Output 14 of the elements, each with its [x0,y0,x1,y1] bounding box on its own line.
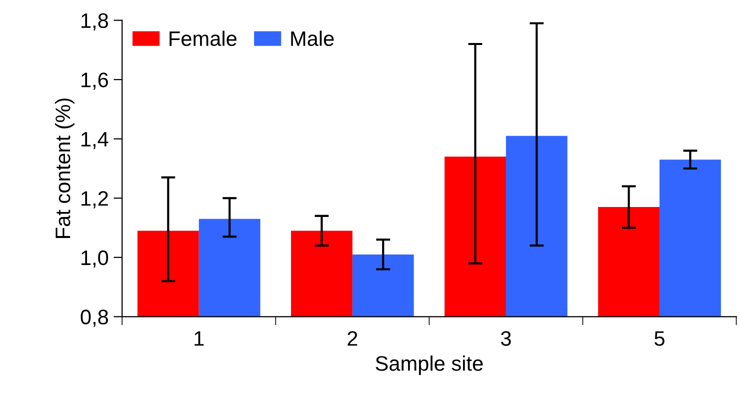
y-tick-label: 1,0 [82,250,108,268]
legend-label: Female [170,30,236,46]
x-axis-title: Sample site [376,356,483,375]
y-tick-label: 1,2 [82,191,108,208]
x-tick-label: 3 [500,331,511,346]
x-tick-label: 2 [348,331,358,346]
x-tick-label: 1 [194,331,204,346]
y-axis-title: Fat content (%) [54,98,74,238]
y-tick-label: 1,8 [82,13,108,31]
y-tick-label: 0,8 [80,310,108,327]
legend-label: Male [291,30,334,46]
x-tick-label: 5 [654,331,664,346]
y-tick-label: 1,6 [82,72,108,90]
y-tick-label: 1,4 [82,132,108,150]
